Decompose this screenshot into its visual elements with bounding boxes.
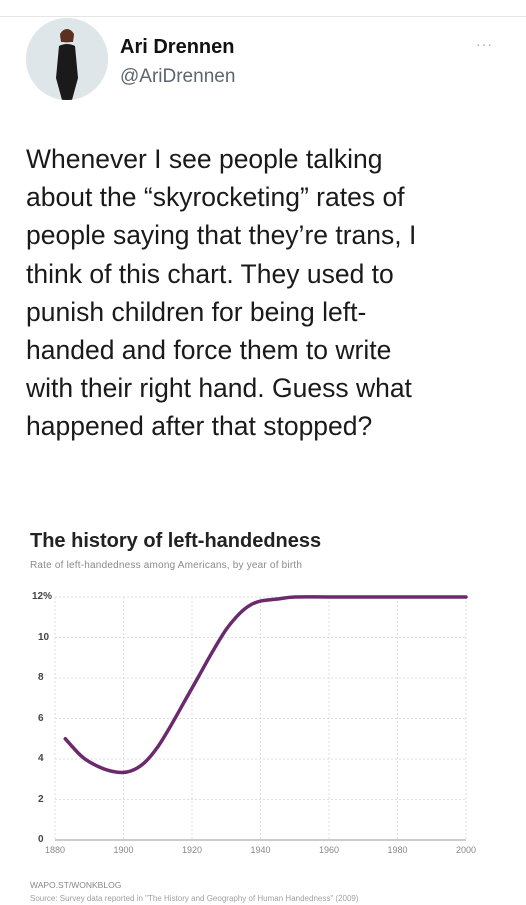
avatar[interactable] — [26, 18, 108, 100]
more-options-icon[interactable]: ··· — [476, 36, 493, 52]
y-tick-label: 10 — [38, 631, 50, 643]
chart-footer-brand: WAPO.ST/WONKBLOG — [30, 880, 122, 890]
author-name[interactable]: Ari Drennen — [120, 36, 235, 58]
x-tick-label: 1940 — [250, 845, 271, 855]
tweet-text: Whenever I see people talking about the … — [26, 144, 417, 442]
y-tick-label: 12% — [32, 591, 53, 602]
x-tick-label: 1980 — [387, 845, 408, 855]
x-tick-label: 1900 — [113, 845, 134, 855]
chart-title: The history of left-handedness — [30, 530, 322, 552]
y-tick-label: 4 — [38, 753, 44, 764]
chart-subtitle: Rate of left-handedness among Americans,… — [30, 560, 303, 571]
series-line — [63, 595, 468, 775]
x-tick-label: 1960 — [318, 845, 340, 855]
y-tick-label: 0 — [38, 834, 44, 845]
author-handle[interactable]: @AriDrennen — [120, 66, 236, 87]
x-tick-label: 1880 — [44, 845, 66, 855]
top-divider — [0, 16, 526, 17]
avatar-image — [26, 18, 108, 100]
x-tick-label: 1920 — [181, 845, 203, 855]
y-tick-label: 8 — [38, 672, 44, 683]
chart-footer-source: Source: Survey data reported in "The His… — [30, 894, 359, 903]
x-tick-label: 2000 — [455, 845, 477, 855]
y-tick-label: 6 — [38, 712, 44, 724]
y-tick-label: 2 — [38, 793, 44, 805]
